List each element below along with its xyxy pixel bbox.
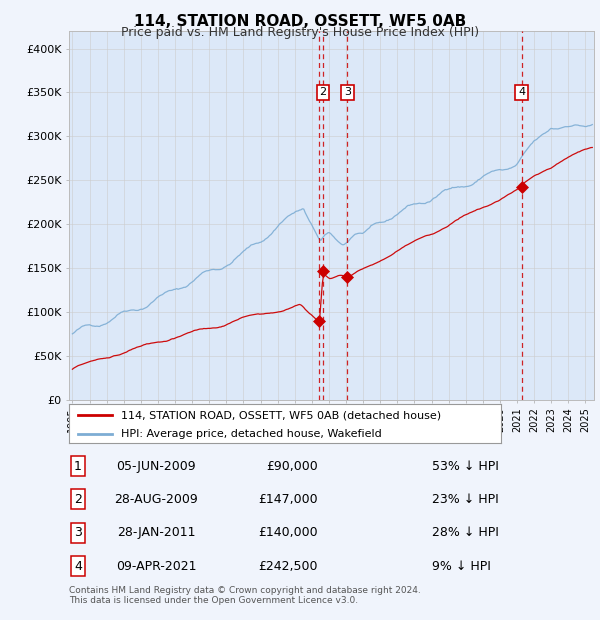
- Text: 9% ↓ HPI: 9% ↓ HPI: [432, 560, 491, 573]
- Text: £242,500: £242,500: [259, 560, 318, 573]
- Text: £147,000: £147,000: [259, 493, 318, 506]
- Text: 28-AUG-2009: 28-AUG-2009: [114, 493, 198, 506]
- Text: 53% ↓ HPI: 53% ↓ HPI: [432, 459, 499, 472]
- Text: HPI: Average price, detached house, Wakefield: HPI: Average price, detached house, Wake…: [121, 428, 382, 438]
- Text: 3: 3: [74, 526, 82, 539]
- Text: 09-APR-2021: 09-APR-2021: [116, 560, 196, 573]
- Text: 05-JUN-2009: 05-JUN-2009: [116, 459, 196, 472]
- Text: 4: 4: [518, 87, 525, 97]
- Text: 2: 2: [74, 493, 82, 506]
- Text: 2: 2: [320, 87, 326, 97]
- Text: 28% ↓ HPI: 28% ↓ HPI: [432, 526, 499, 539]
- Text: £140,000: £140,000: [259, 526, 318, 539]
- Text: 114, STATION ROAD, OSSETT, WF5 0AB: 114, STATION ROAD, OSSETT, WF5 0AB: [134, 14, 466, 29]
- Text: £90,000: £90,000: [266, 459, 318, 472]
- Text: 4: 4: [74, 560, 82, 573]
- Text: 1: 1: [74, 459, 82, 472]
- Text: 23% ↓ HPI: 23% ↓ HPI: [432, 493, 499, 506]
- Text: 3: 3: [344, 87, 351, 97]
- Text: 114, STATION ROAD, OSSETT, WF5 0AB (detached house): 114, STATION ROAD, OSSETT, WF5 0AB (deta…: [121, 410, 441, 420]
- Text: Price paid vs. HM Land Registry's House Price Index (HPI): Price paid vs. HM Land Registry's House …: [121, 26, 479, 39]
- Text: Contains HM Land Registry data © Crown copyright and database right 2024.
This d: Contains HM Land Registry data © Crown c…: [69, 586, 421, 605]
- Text: 28-JAN-2011: 28-JAN-2011: [117, 526, 195, 539]
